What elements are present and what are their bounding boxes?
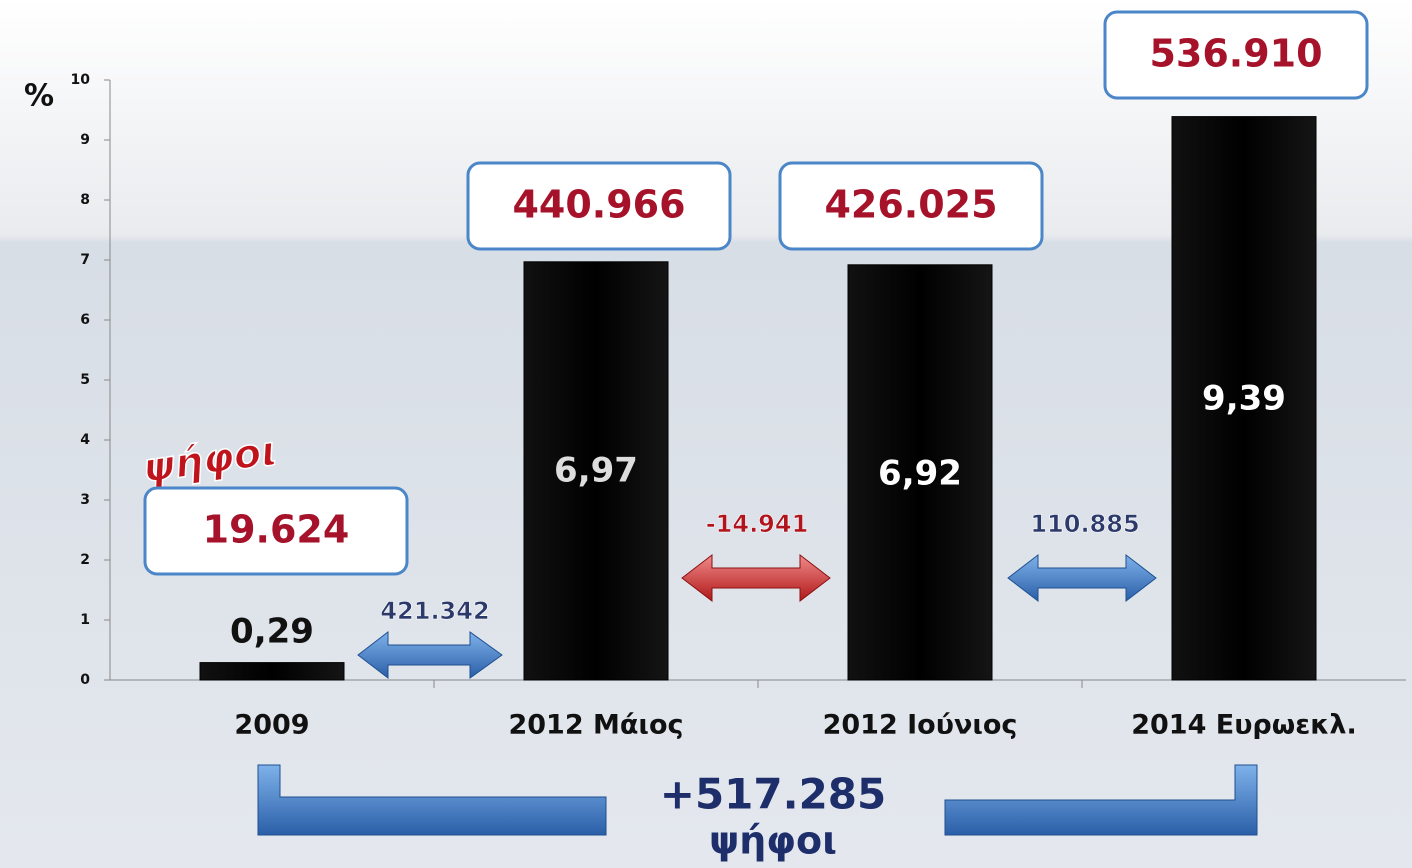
x-tick-label: 2014 Ευρωεκλ. [1131, 710, 1357, 741]
difference: 421.342 [380, 597, 489, 625]
value-label: 0,29 [230, 612, 314, 652]
y-tick-label: 3 [80, 492, 90, 508]
total-change: +517.285 [660, 770, 887, 819]
value-label: 6,97 [554, 451, 638, 491]
bracket [944, 764, 1258, 836]
vote-box [1103, 10, 1369, 100]
vote-count: 536.910 [1149, 32, 1322, 76]
y-tick-label: 7 [80, 252, 90, 268]
bar [199, 662, 345, 681]
y-tick-label: 9 [80, 132, 90, 148]
y-tick-label: 6 [80, 312, 90, 328]
x-tick-label: 2009 [234, 710, 309, 741]
y-tick-label: 10 [71, 72, 91, 88]
bracket [257, 764, 607, 836]
difference: -14.941 [706, 510, 809, 538]
x-tick-label: 2012 Ιούνιος [823, 710, 1018, 741]
y-tick-label: 4 [80, 432, 90, 448]
y-axis-label: % [24, 79, 54, 114]
bar [847, 264, 993, 681]
total-label: ψήφοι [709, 819, 837, 863]
x-tick-label: 2012 Μάιος [508, 710, 683, 741]
value-label: 9,39 [1202, 379, 1286, 419]
bar [523, 261, 669, 681]
y-tick-label: 5 [80, 372, 90, 388]
arrow [357, 630, 503, 680]
vote-box [143, 486, 409, 576]
y-tick-label: 0 [80, 672, 90, 688]
vote-count: 19.624 [203, 508, 350, 552]
arrow [681, 553, 831, 603]
arrow [1007, 553, 1157, 603]
y-tick-label: 1 [80, 612, 90, 628]
value-label: 6,92 [878, 454, 962, 494]
y-tick-label: 8 [80, 192, 90, 208]
vote-count: 440.966 [512, 183, 685, 227]
vote-count: 426.025 [824, 183, 997, 227]
difference: 110.885 [1030, 510, 1139, 538]
bar [1171, 116, 1317, 681]
y-tick-label: 2 [80, 552, 90, 568]
vote-box [778, 161, 1044, 251]
vote-box [466, 161, 732, 251]
